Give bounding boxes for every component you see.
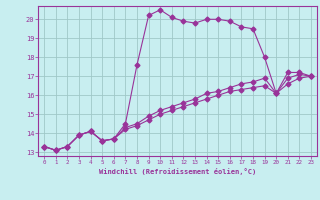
X-axis label: Windchill (Refroidissement éolien,°C): Windchill (Refroidissement éolien,°C) [99,168,256,175]
